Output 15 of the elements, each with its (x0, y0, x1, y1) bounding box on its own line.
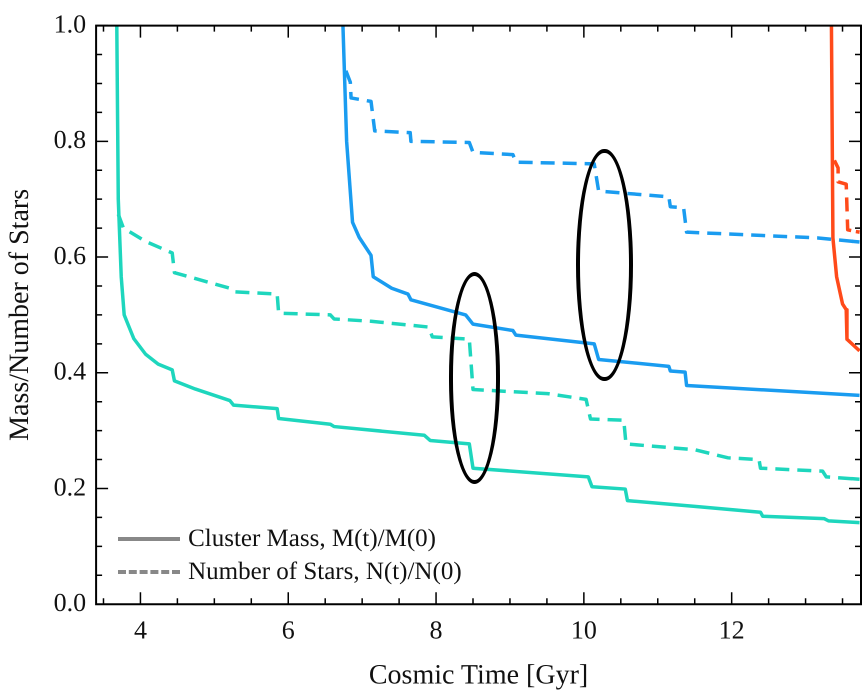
y-tick-label: 0.4 (54, 356, 86, 386)
x-tick-label: 6 (282, 616, 295, 645)
x-axis-title: Cosmic Time [Gyr] (368, 660, 588, 691)
y-axis-title: Mass/Number of Stars (4, 188, 36, 441)
x-tick-label: 10 (570, 616, 597, 645)
x-tick-label: 8 (430, 616, 443, 645)
x-tick-label: 12 (718, 616, 745, 645)
y-tick-label: 0.2 (54, 472, 86, 502)
y-tick-label: 0.6 (54, 240, 86, 270)
legend-label: Number of Stars, N(t)/N(0) (188, 557, 462, 588)
y-tick-label: 0.0 (54, 588, 86, 618)
y-tick-label: 1.0 (54, 9, 86, 38)
legend-label: Cluster Mass, M(t)/M(0) (188, 524, 436, 554)
x-tick-label: 4 (134, 616, 147, 645)
y-tick-label: 0.8 (54, 125, 86, 154)
